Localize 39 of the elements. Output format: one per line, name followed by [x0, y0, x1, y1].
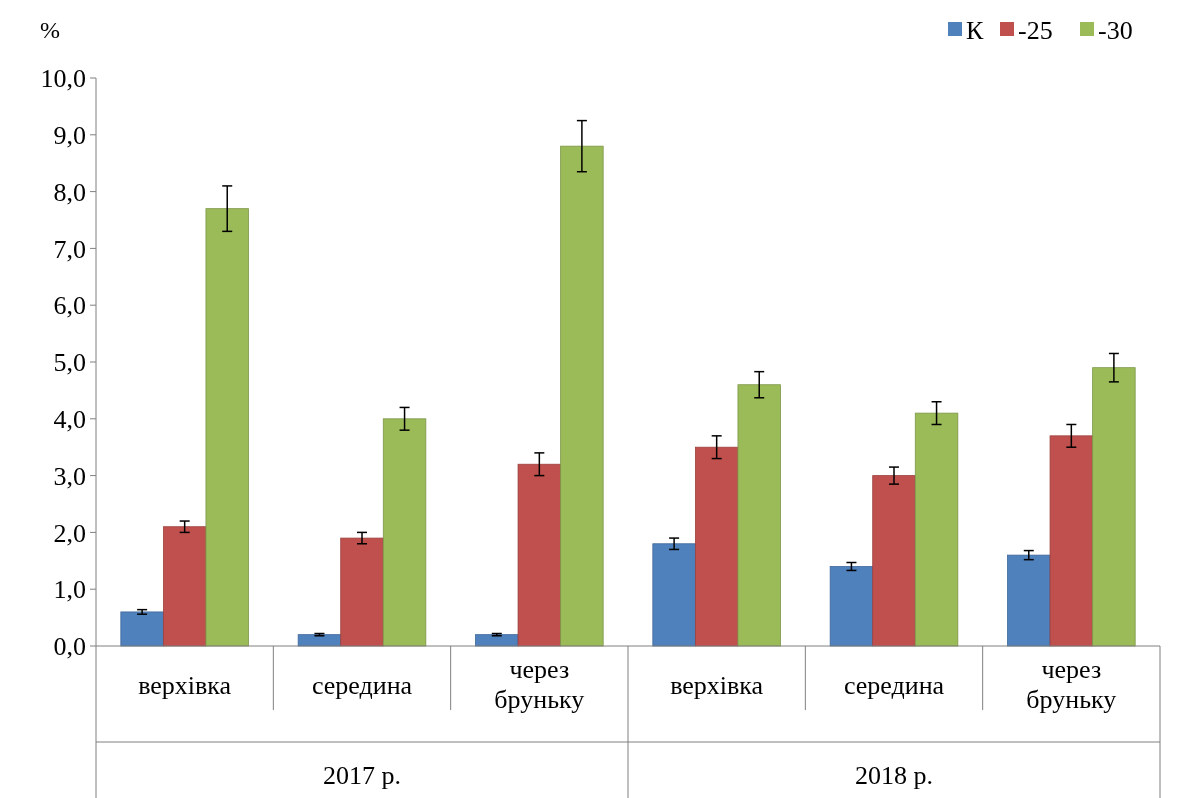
- x-tick-label: верхівка: [670, 671, 764, 700]
- y-tick-label: 7,0: [53, 234, 86, 264]
- bar: [1049, 435, 1094, 647]
- legend-label: К: [966, 16, 984, 46]
- legend-label: -30: [1098, 16, 1133, 46]
- y-tick-label: 4,0: [53, 404, 86, 434]
- y-tick-label: 0,0: [53, 632, 86, 662]
- bar: [914, 412, 959, 647]
- y-tick-label: 2,0: [53, 518, 86, 548]
- bar: [737, 384, 781, 647]
- y-tick-label: 5,0: [53, 348, 86, 378]
- x-tick-label: через бруньку: [1026, 655, 1117, 714]
- text: 2017 р.: [323, 761, 401, 790]
- bar: [120, 611, 164, 647]
- bar: [340, 537, 384, 647]
- x-tick-label: через бруньку: [494, 655, 585, 714]
- bar: [652, 543, 696, 647]
- y-tick-label: 8,0: [53, 177, 86, 207]
- bar: [872, 475, 916, 647]
- x-tick-label: середина: [311, 671, 413, 700]
- bar: [205, 208, 249, 647]
- bar: [694, 446, 739, 647]
- bar: [1092, 367, 1136, 647]
- bar: [1007, 554, 1051, 647]
- legend-label: -25: [1018, 16, 1053, 46]
- y-tick-label: 1,0: [53, 575, 86, 605]
- bar: [829, 566, 874, 647]
- x-tick-label: середина: [843, 671, 945, 700]
- text: 2018 р.: [855, 761, 933, 790]
- y-tick-label: 10,0: [40, 64, 86, 94]
- y-tick-label: 3,0: [53, 461, 86, 491]
- bar: [382, 418, 427, 647]
- y-tick-label: 9,0: [53, 120, 86, 150]
- y-axis-title: %: [40, 17, 60, 43]
- x-tick-label: верхівка: [138, 671, 232, 700]
- bar: [560, 145, 604, 647]
- bar: [517, 463, 562, 647]
- bar: [162, 526, 207, 647]
- y-tick-label: 6,0: [53, 291, 86, 321]
